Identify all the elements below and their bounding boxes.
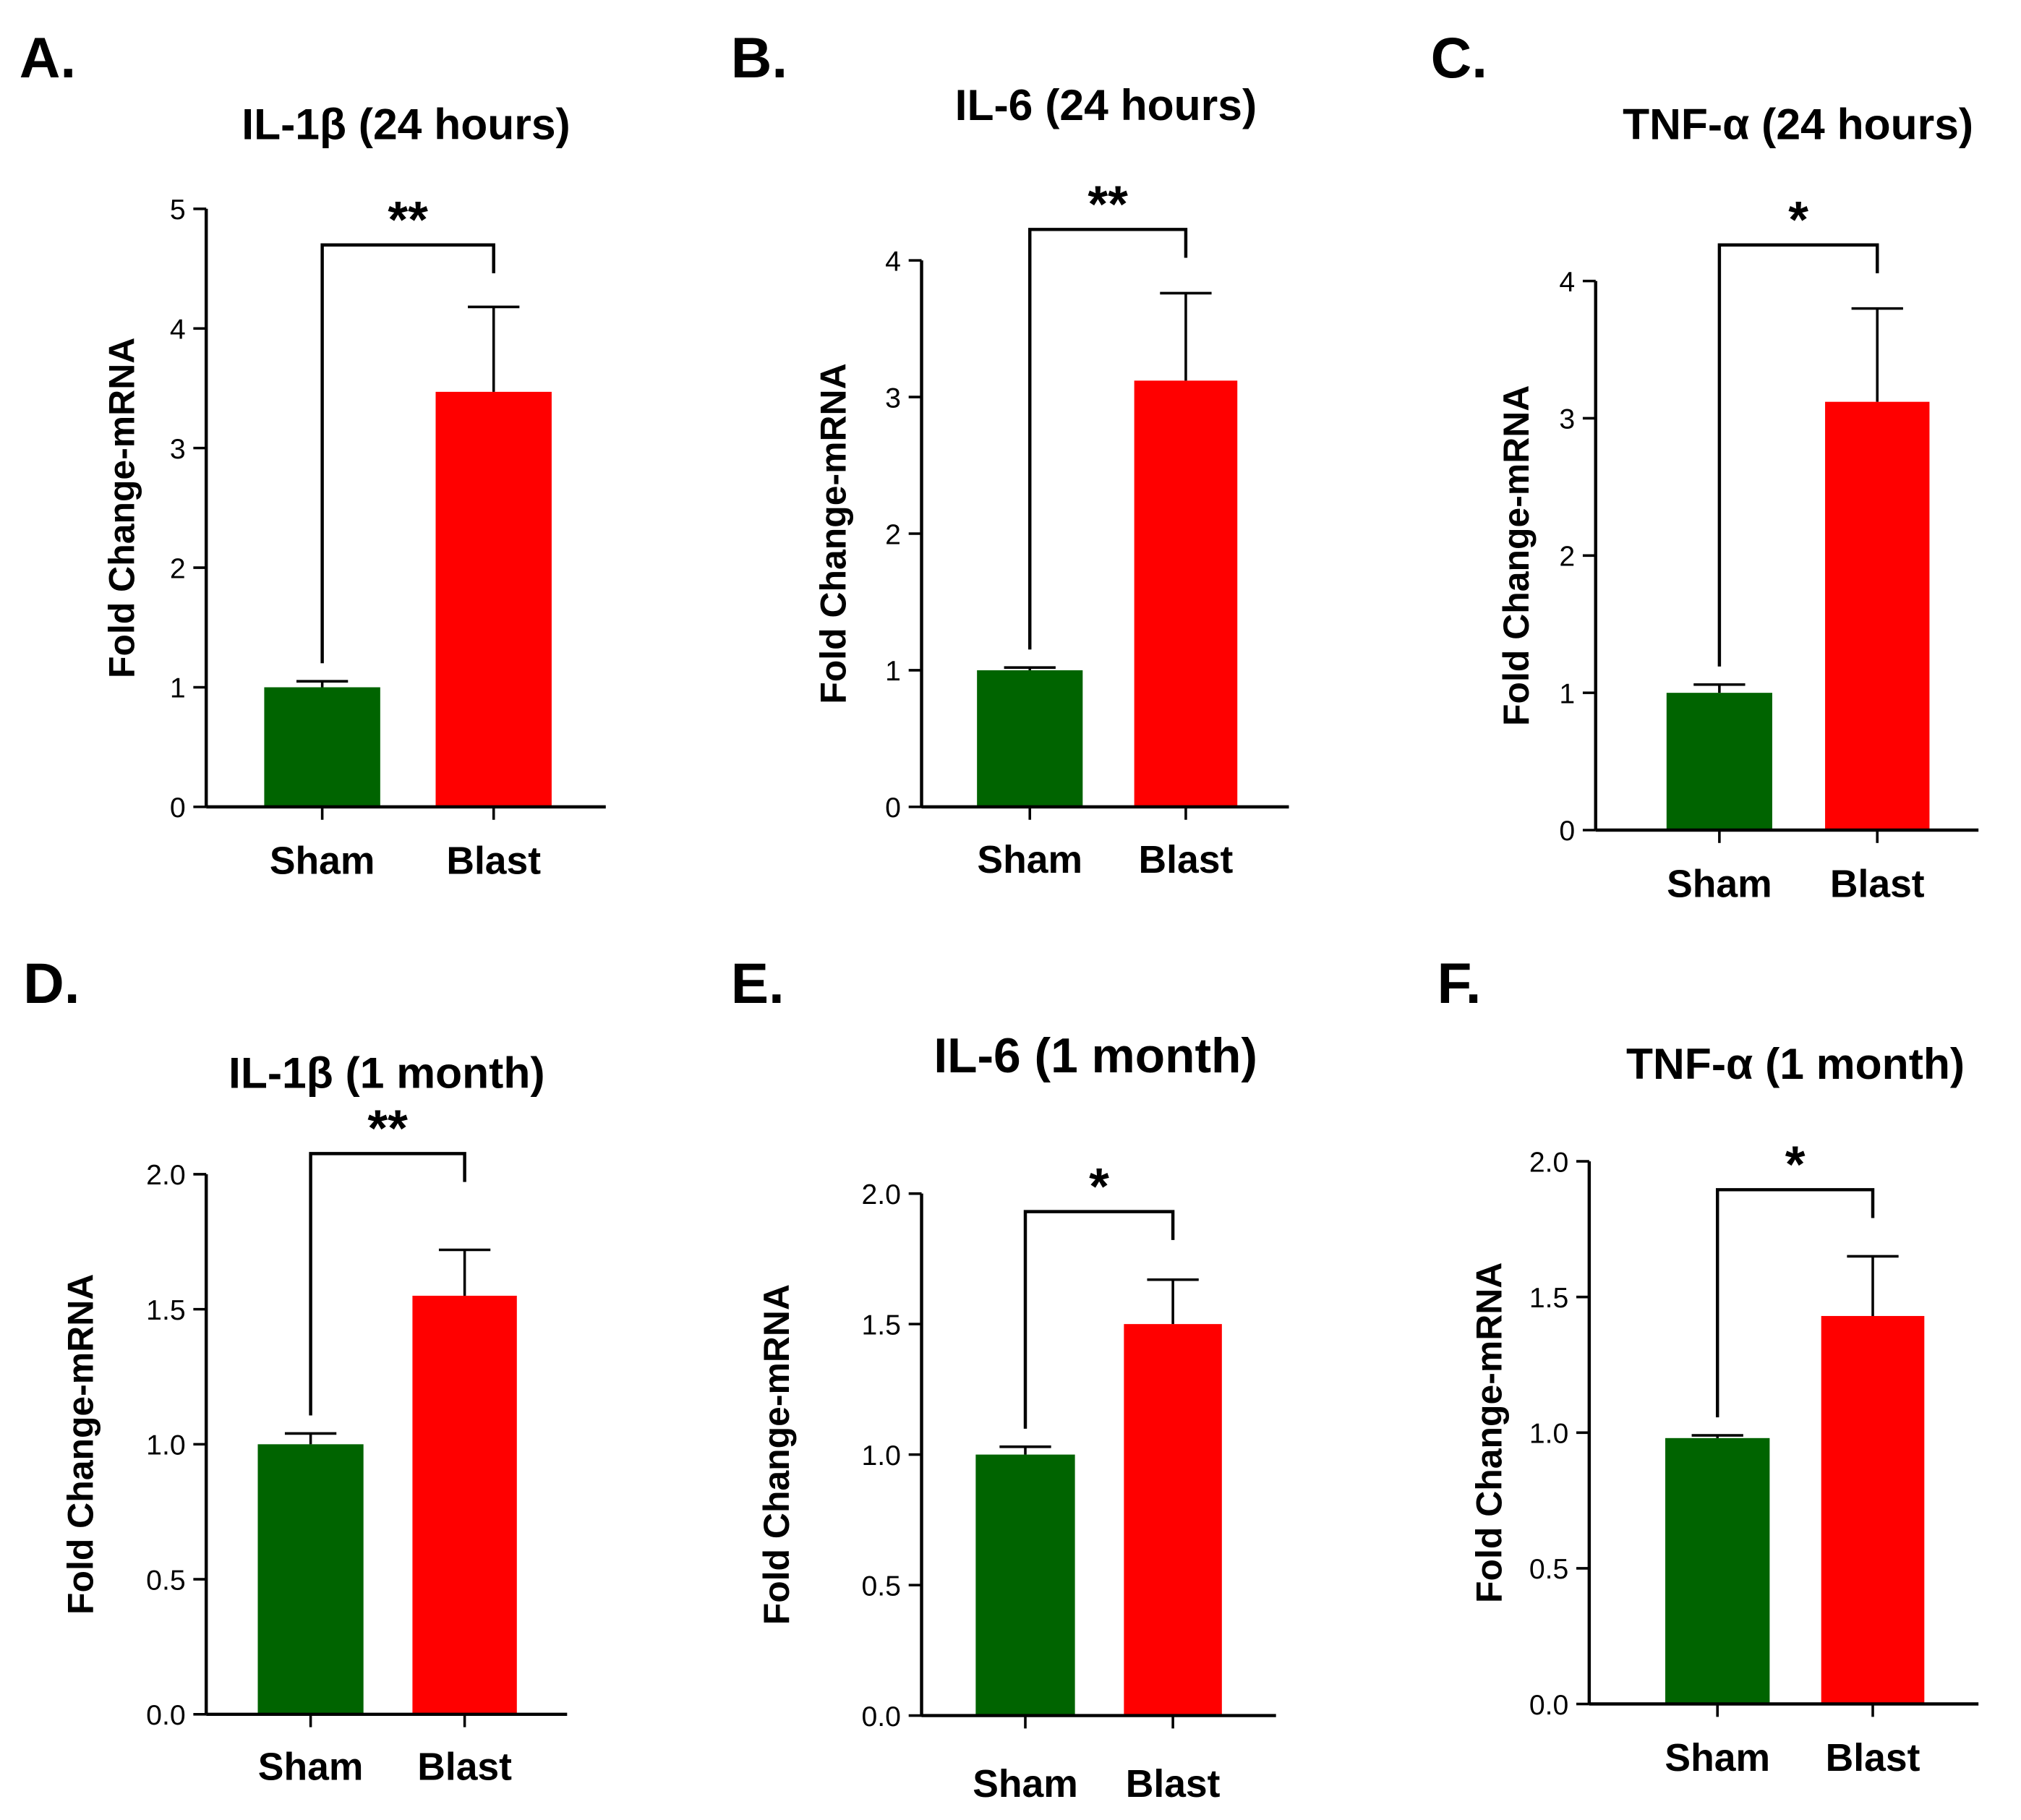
x-tick-label: Blast: [446, 840, 541, 883]
significance-bracket: [320, 243, 495, 664]
panel-label: B.: [731, 26, 787, 90]
significance-bracket: [309, 1152, 466, 1416]
chart-panel-e: E. IL-6 (1 month) Fold Change-mRNA Sham Blas…: [731, 952, 1276, 1806]
chart-panel-b: B. IL-6 (24 hours) Fold Change-mRNA Sham Bla…: [731, 26, 1289, 881]
y-tick-label: 1.0: [861, 1440, 901, 1471]
y-tick-label: 1.5: [146, 1295, 186, 1326]
y-tick-label: 1: [170, 673, 186, 704]
significance-stars: *: [1089, 1158, 1109, 1216]
significance-stars: **: [1088, 176, 1128, 234]
bar-blast: [1821, 1315, 1925, 1704]
x-tick-label: Sham: [973, 1763, 1078, 1806]
panel-label: F.: [1437, 952, 1482, 1015]
chart-panel-a: A. IL-1β (24 hours) Fold Change-mRNA Sham Bl…: [20, 26, 606, 883]
y-tick-label: 2: [170, 553, 186, 584]
chart-title: IL-1β (1 month): [228, 1048, 545, 1097]
chart-title: TNF-α (1 month): [1626, 1039, 1965, 1088]
chart-panel-f: F. TNF-α (1 month) Fold Change-mRNA Sham Bla…: [1437, 952, 1979, 1780]
y-tick-label: 4: [885, 246, 901, 277]
y-tick-label: 0.5: [146, 1565, 186, 1596]
bar-sham: [264, 687, 380, 807]
y-tick-label: 4: [1559, 267, 1575, 298]
y-tick-label: 2: [885, 519, 901, 550]
y-tick-label: 1.5: [1529, 1283, 1569, 1314]
panel-label: A.: [20, 26, 76, 90]
y-tick-label: 0.0: [1529, 1690, 1569, 1721]
significance-stars: *: [1785, 1136, 1806, 1194]
y-tick-label: 0: [170, 792, 186, 824]
y-tick-label: 1.0: [1529, 1419, 1569, 1450]
x-tick-label: Blast: [1126, 1763, 1221, 1806]
significance-bracket: [1717, 243, 1879, 667]
bar-blast: [435, 391, 552, 807]
y-tick-label: 4: [170, 314, 186, 345]
bar-blast: [1825, 401, 1930, 830]
y-axis-label: Fold Change-mRNA: [1469, 1263, 1510, 1603]
bar-sham: [1665, 1437, 1770, 1704]
bar-sham: [1666, 693, 1772, 830]
significance-stars: **: [388, 191, 428, 249]
y-tick-label: 0: [1559, 816, 1575, 847]
x-tick-label: Sham: [1667, 863, 1772, 906]
chart-title: IL-1β (24 hours): [242, 100, 570, 149]
y-tick-label: 0: [885, 792, 901, 824]
chart-title: TNF-α (24 hours): [1623, 100, 1973, 149]
x-tick-label: Blast: [417, 1746, 512, 1789]
y-tick-label: 2.0: [146, 1160, 186, 1191]
y-tick-label: 0.5: [861, 1571, 901, 1602]
significance-stars: *: [1788, 191, 1808, 249]
bar-blast: [1134, 380, 1238, 807]
y-tick-label: 0.5: [1529, 1554, 1569, 1585]
bar-sham: [257, 1444, 364, 1714]
y-axis-label: Fold Change-mRNA: [60, 1274, 101, 1615]
x-tick-label: Sham: [1665, 1737, 1770, 1780]
bar-sham: [977, 670, 1083, 807]
x-tick-label: Sham: [977, 839, 1082, 881]
chart-title: IL-6 (1 month): [933, 1029, 1257, 1083]
bar-blast: [1124, 1324, 1222, 1716]
bar-blast: [412, 1295, 517, 1714]
y-tick-label: 3: [170, 434, 186, 465]
chart-panel-c: C. TNF-α (24 hours) Fold Change-mRNA Sham Bl…: [1431, 26, 1979, 906]
x-tick-label: Blast: [1826, 1737, 1920, 1780]
y-tick-label: 0.0: [861, 1701, 901, 1733]
panel-label: E.: [731, 952, 785, 1015]
y-tick-label: 0.0: [146, 1700, 186, 1731]
y-tick-label: 1: [885, 656, 901, 687]
y-tick-label: 2.0: [1529, 1147, 1569, 1178]
y-tick-label: 1.5: [861, 1310, 901, 1341]
y-tick-label: 3: [885, 383, 901, 414]
significance-stars: **: [367, 1100, 408, 1158]
chart-title: IL-6 (24 hours): [955, 80, 1257, 129]
y-tick-label: 1: [1559, 678, 1575, 709]
x-tick-label: Sham: [270, 840, 375, 883]
panel-label: D.: [23, 952, 80, 1015]
chart-panel-d: D. IL-1β (1 month) Fold Change-mRNA Sham Bla…: [23, 952, 568, 1789]
y-tick-label: 2: [1559, 542, 1575, 573]
significance-bracket: [1715, 1188, 1875, 1418]
significance-bracket: [1028, 228, 1188, 650]
x-tick-label: Blast: [1830, 863, 1925, 906]
y-tick-label: 2.0: [861, 1179, 901, 1210]
y-tick-label: 3: [1559, 404, 1575, 435]
x-tick-label: Sham: [258, 1746, 364, 1789]
y-tick-label: 5: [170, 195, 186, 226]
bar-sham: [975, 1454, 1075, 1716]
y-tick-label: 1.0: [146, 1430, 186, 1461]
panel-label: C.: [1431, 26, 1487, 90]
x-tick-label: Blast: [1139, 839, 1234, 881]
y-axis-label: Fold Change-mRNA: [1496, 385, 1537, 726]
y-axis-label: Fold Change-mRNA: [101, 338, 142, 678]
y-axis-label: Fold Change-mRNA: [813, 363, 853, 704]
y-axis-label: Fold Change-mRNA: [756, 1284, 797, 1625]
significance-bracket: [1023, 1210, 1175, 1429]
